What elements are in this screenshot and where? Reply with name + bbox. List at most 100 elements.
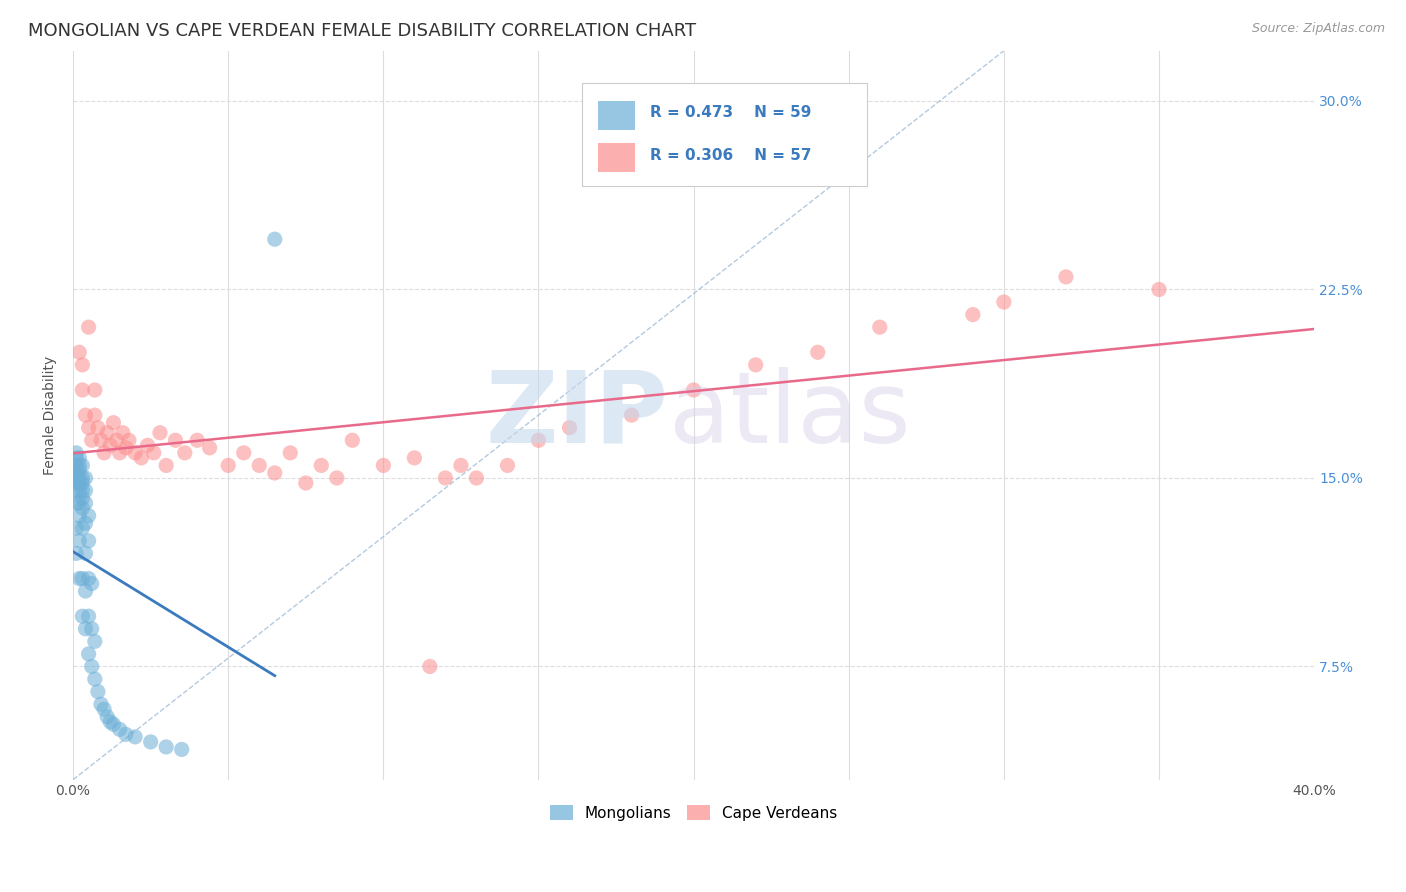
Point	[450, 458, 472, 473]
Point	[90, 697, 112, 711]
Point	[496, 458, 519, 473]
Point	[65, 458, 87, 473]
Point	[263, 232, 285, 246]
Point	[80, 659, 103, 673]
Point	[77, 572, 100, 586]
Point	[93, 446, 115, 460]
Point	[75, 516, 97, 531]
Point	[65, 446, 87, 460]
Point	[67, 496, 90, 510]
Point	[114, 441, 136, 455]
Point	[962, 308, 984, 322]
Point	[105, 434, 128, 448]
Point	[75, 471, 97, 485]
Point	[198, 441, 221, 455]
Text: R = 0.306    N = 57: R = 0.306 N = 57	[650, 148, 811, 163]
Point	[186, 434, 208, 448]
Point	[1147, 283, 1170, 297]
Point	[77, 508, 100, 523]
Point	[278, 446, 301, 460]
Point	[247, 458, 270, 473]
Point	[83, 408, 105, 422]
Point	[83, 672, 105, 686]
Point	[807, 345, 830, 359]
Point	[87, 684, 110, 698]
Point	[342, 434, 364, 448]
Point	[65, 475, 87, 490]
Point	[80, 576, 103, 591]
Point	[465, 471, 488, 485]
FancyBboxPatch shape	[598, 144, 636, 172]
Text: MONGOLIAN VS CAPE VERDEAN FEMALE DISABILITY CORRELATION CHART: MONGOLIAN VS CAPE VERDEAN FEMALE DISABIL…	[28, 22, 696, 40]
Point	[98, 714, 121, 729]
Point	[65, 450, 87, 465]
Point	[75, 408, 97, 422]
Point	[124, 730, 146, 744]
Point	[96, 425, 118, 440]
Point	[72, 501, 94, 516]
Point	[80, 434, 103, 448]
Point	[294, 475, 316, 490]
Point	[67, 508, 90, 523]
Point	[434, 471, 457, 485]
Point	[75, 622, 97, 636]
Point	[67, 533, 90, 548]
Point	[124, 446, 146, 460]
Point	[77, 609, 100, 624]
Point	[75, 496, 97, 510]
Point	[65, 471, 87, 485]
Point	[83, 383, 105, 397]
Point	[67, 471, 90, 485]
Point	[67, 345, 90, 359]
Point	[108, 723, 131, 737]
Point	[139, 735, 162, 749]
FancyBboxPatch shape	[582, 84, 868, 186]
Point	[993, 295, 1015, 310]
Point	[326, 471, 349, 485]
Text: R = 0.473    N = 59: R = 0.473 N = 59	[650, 105, 811, 120]
Point	[114, 727, 136, 741]
Point	[232, 446, 254, 460]
Point	[96, 710, 118, 724]
Point	[373, 458, 395, 473]
Point	[620, 408, 643, 422]
Point	[527, 434, 550, 448]
Point	[170, 742, 193, 756]
Point	[93, 702, 115, 716]
Point	[558, 420, 581, 434]
Point	[65, 546, 87, 560]
Point	[173, 446, 195, 460]
Point	[77, 420, 100, 434]
Point	[72, 491, 94, 505]
Point	[67, 463, 90, 477]
Point	[419, 659, 441, 673]
Point	[67, 483, 90, 498]
Point	[80, 622, 103, 636]
Point	[103, 416, 125, 430]
Legend: Mongolians, Cape Verdeans: Mongolians, Cape Verdeans	[544, 798, 844, 827]
Point	[1054, 269, 1077, 284]
Y-axis label: Female Disability: Female Disability	[44, 356, 58, 475]
Point	[98, 438, 121, 452]
Point	[682, 383, 704, 397]
Point	[72, 572, 94, 586]
Point	[111, 425, 134, 440]
Point	[118, 434, 141, 448]
Point	[72, 458, 94, 473]
Point	[75, 483, 97, 498]
Point	[77, 533, 100, 548]
Point	[65, 496, 87, 510]
Point	[77, 320, 100, 334]
Point	[90, 434, 112, 448]
Point	[72, 471, 94, 485]
Point	[311, 458, 333, 473]
Point	[744, 358, 766, 372]
Point	[83, 634, 105, 648]
Point	[72, 383, 94, 397]
FancyBboxPatch shape	[598, 101, 636, 129]
Text: atlas: atlas	[669, 367, 911, 464]
Text: Source: ZipAtlas.com: Source: ZipAtlas.com	[1251, 22, 1385, 36]
Point	[65, 483, 87, 498]
Point	[67, 450, 90, 465]
Point	[155, 458, 177, 473]
